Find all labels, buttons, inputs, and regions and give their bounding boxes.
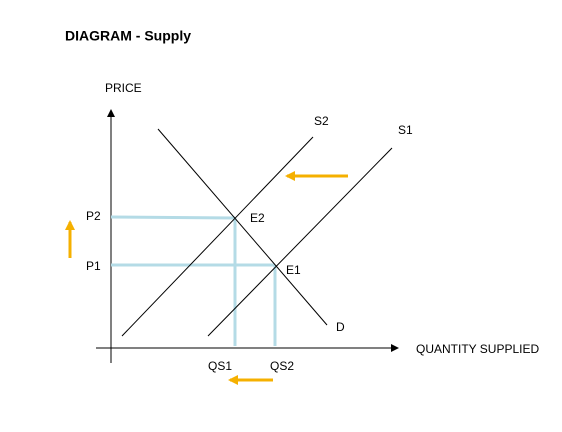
quantity-label: QS2 bbox=[270, 359, 294, 373]
price-label: P1 bbox=[86, 259, 101, 273]
quantity-label: QS1 bbox=[208, 359, 232, 373]
point-label: E2 bbox=[250, 211, 265, 225]
demand-d bbox=[157, 128, 328, 326]
curve-label: S1 bbox=[398, 123, 413, 137]
x-axis-label: QUANTITY SUPPLIED bbox=[416, 342, 539, 356]
point-label: E1 bbox=[286, 263, 301, 277]
supply-s2 bbox=[121, 136, 314, 337]
curve-label: S2 bbox=[314, 114, 329, 128]
title: DIAGRAM - Supply bbox=[65, 28, 191, 44]
supply-s1 bbox=[207, 147, 393, 337]
p2-guide bbox=[110, 215, 236, 220]
y-axis-label: PRICE bbox=[105, 81, 142, 95]
price-label: P2 bbox=[86, 209, 101, 223]
curve-label: D bbox=[336, 320, 345, 334]
